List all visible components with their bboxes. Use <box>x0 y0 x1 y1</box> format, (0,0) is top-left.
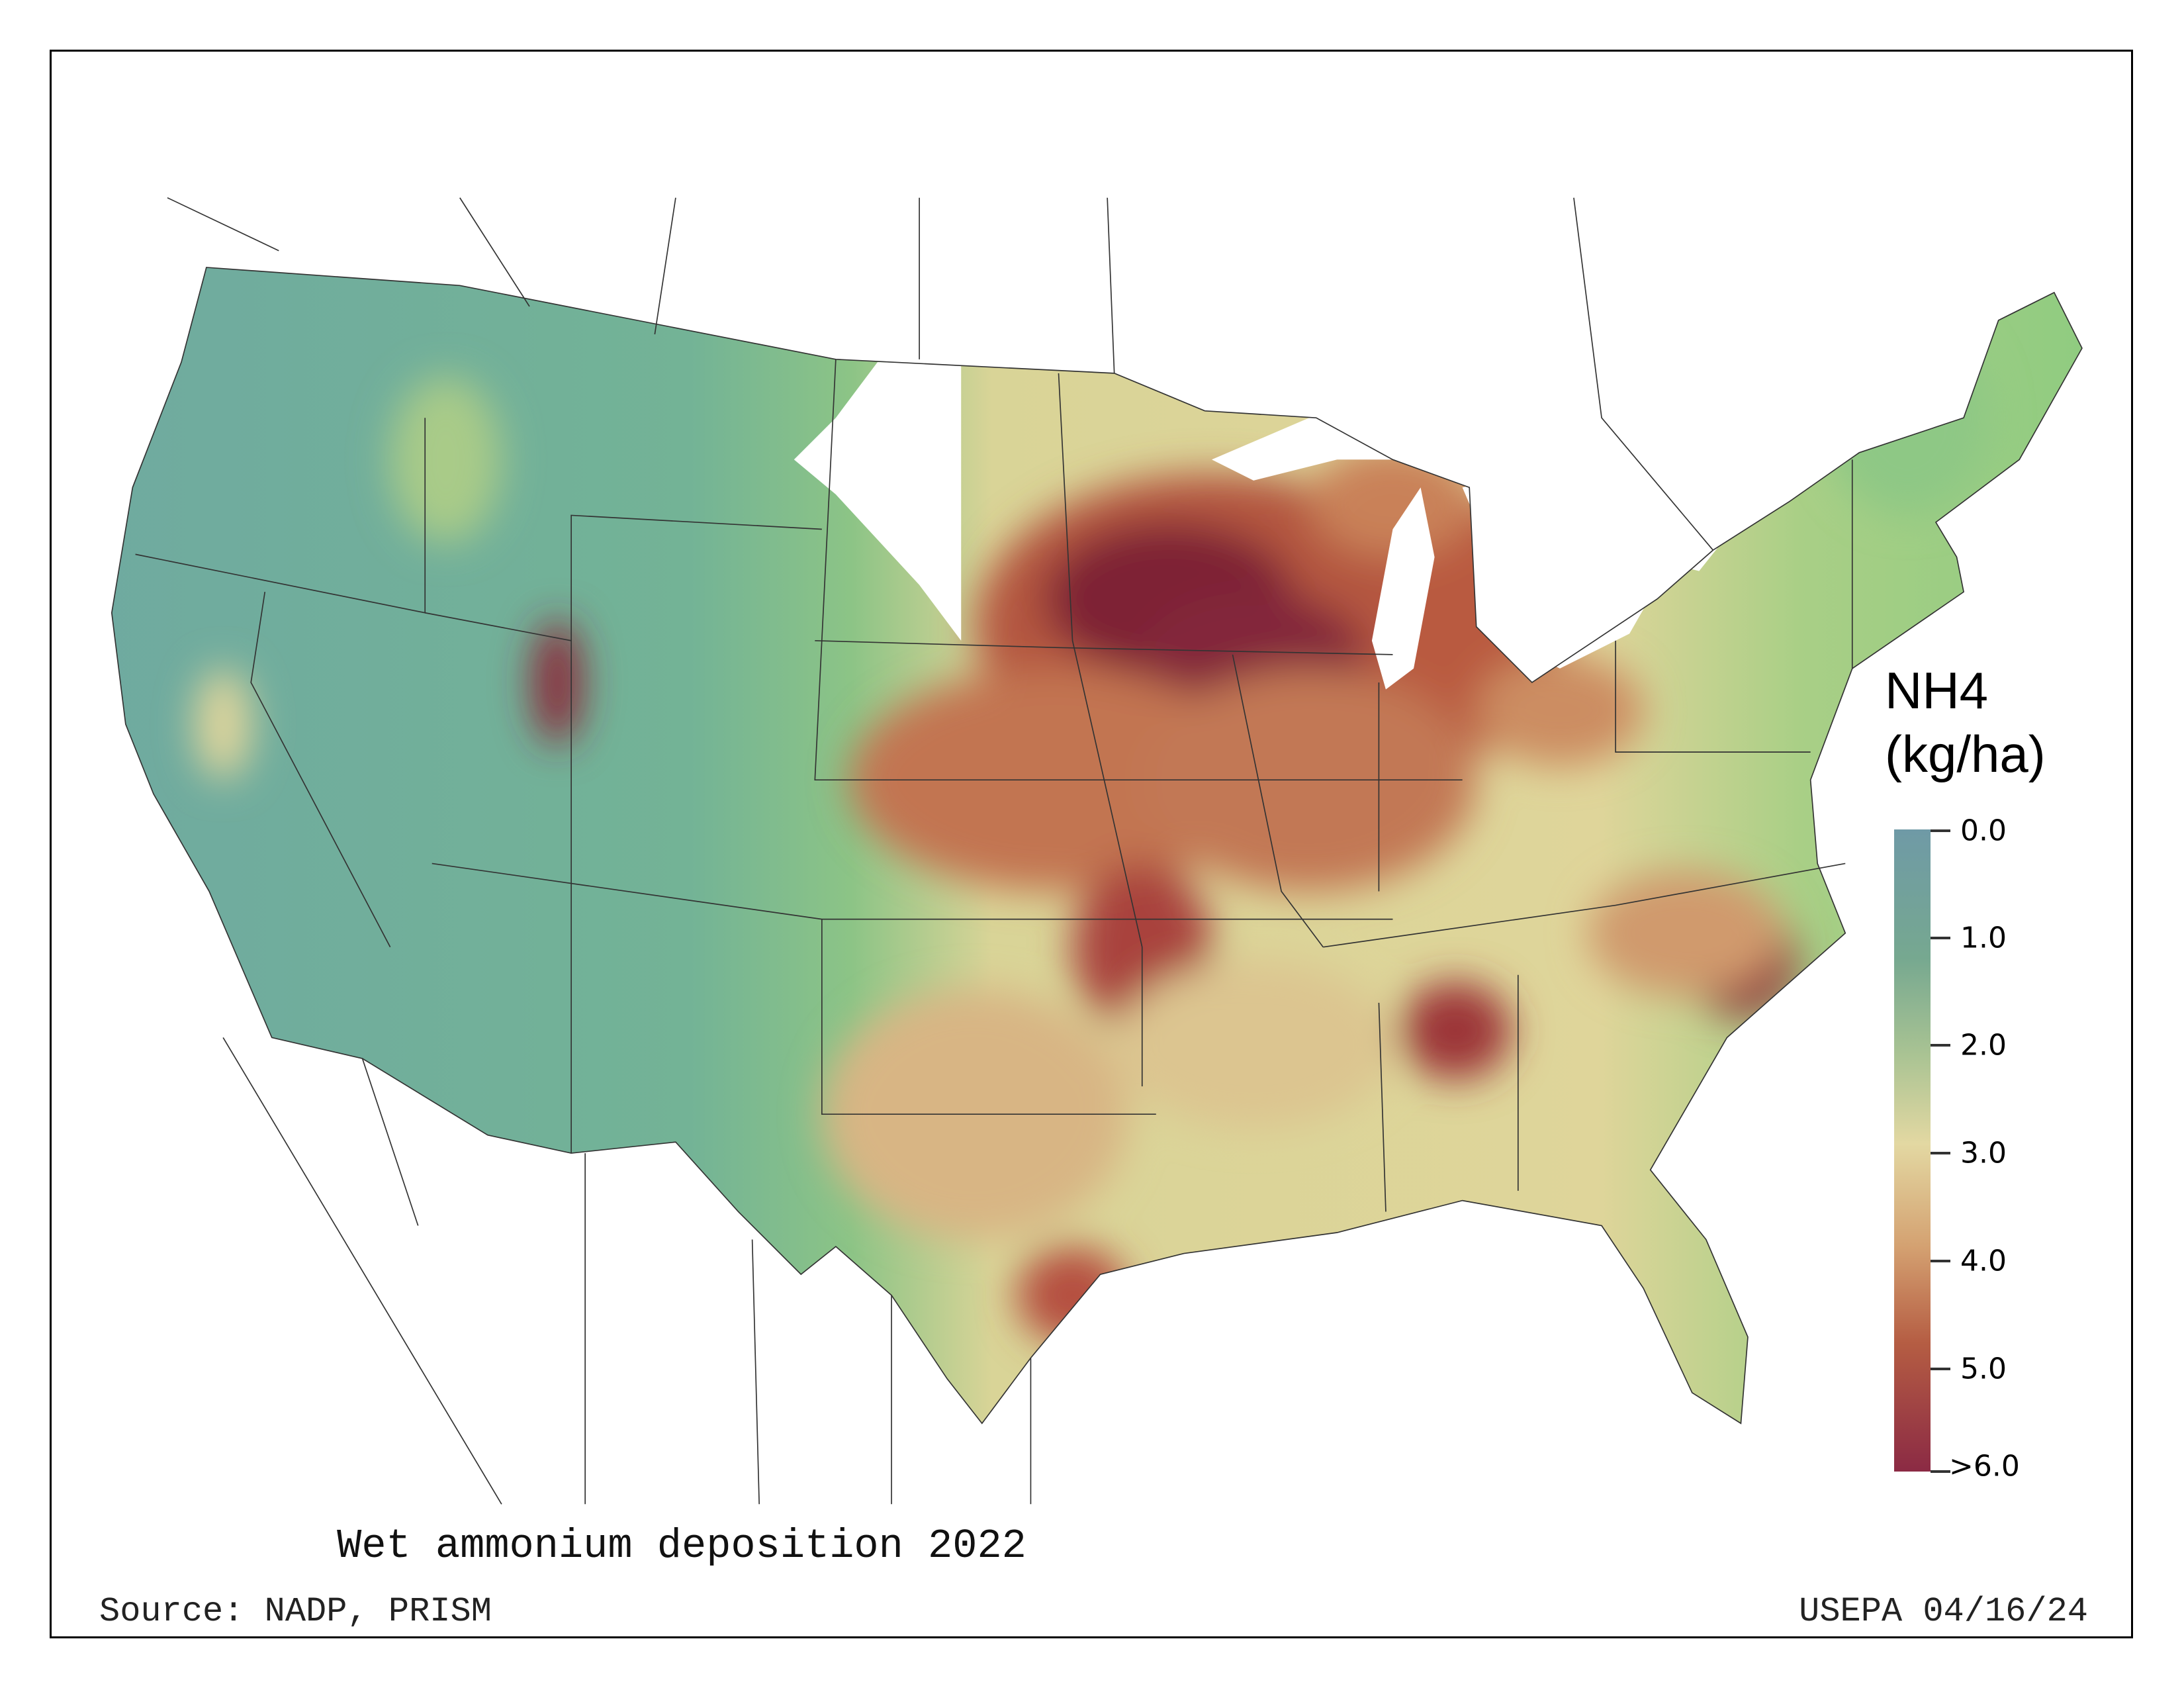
color-bar <box>1894 829 1931 1472</box>
map-frame <box>50 50 2133 1638</box>
legend-tick-label: 4.0 <box>1960 1244 2007 1278</box>
legend-tick <box>1931 1470 1950 1473</box>
legend-tick <box>1931 937 1950 939</box>
legend-tick-label: 3.0 <box>1960 1136 2007 1170</box>
legend-tick-label: 2.0 <box>1960 1028 2007 1062</box>
legend-title: NH4 (kg/ha) <box>1885 659 2046 786</box>
deposition-raster <box>111 267 2082 1424</box>
legend-tick-label: 0.0 <box>1960 814 2007 848</box>
legend-tick-label: 5.0 <box>1960 1352 2007 1386</box>
legend-title-variable: NH4 <box>1885 661 1989 720</box>
agency-date: USEPA 04/16/24 <box>1799 1592 2088 1631</box>
map-title: Wet ammonium deposition 2022 <box>337 1523 1026 1570</box>
legend-tick <box>1931 1368 1950 1370</box>
legend-tick-label: 1.0 <box>1960 921 2007 955</box>
legend-title-unit: (kg/ha) <box>1885 725 2046 783</box>
legend-tick <box>1931 1260 1950 1262</box>
legend-tick <box>1931 1044 1950 1047</box>
legend-tick <box>1931 1152 1950 1154</box>
source-credit: Source: NADP, PRISM <box>99 1592 492 1631</box>
legend-tick-label: >6.0 <box>1949 1449 2020 1483</box>
state-boundaries <box>111 197 2083 1505</box>
legend-tick <box>1931 829 1950 832</box>
